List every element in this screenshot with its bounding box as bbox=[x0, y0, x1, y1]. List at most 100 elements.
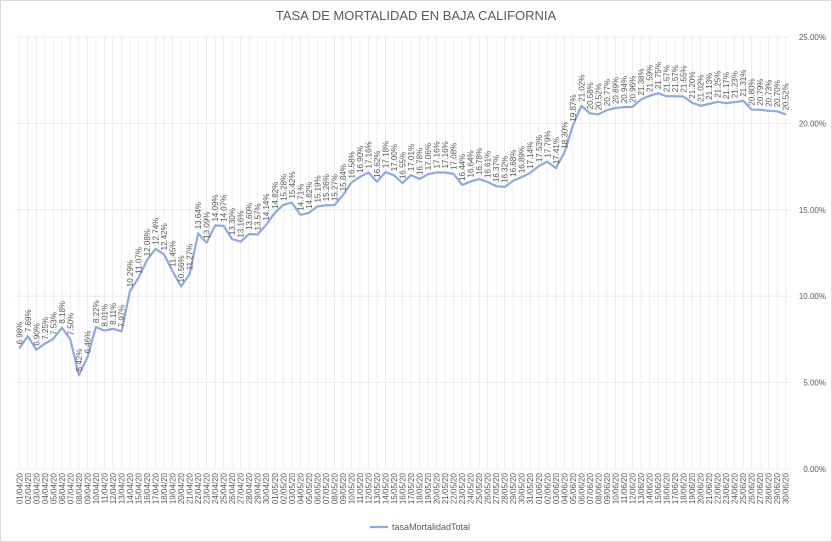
x-tick-label: 08/06/20 bbox=[594, 472, 603, 504]
data-label: 7.97% bbox=[117, 305, 126, 328]
data-label: 20.52% bbox=[594, 83, 603, 110]
x-tick-label: 08/05/20 bbox=[330, 472, 339, 504]
data-label: 6.46% bbox=[83, 331, 92, 354]
data-label: 17.14% bbox=[526, 142, 535, 169]
data-label: 7.53% bbox=[49, 312, 58, 335]
x-tick-label: 28/05/20 bbox=[501, 472, 510, 504]
data-label: 10.56% bbox=[177, 255, 186, 282]
x-tick-label: 01/04/20 bbox=[15, 472, 24, 504]
data-line bbox=[18, 92, 787, 377]
data-label: 20.94% bbox=[620, 76, 629, 103]
x-tick-label: 02/05/20 bbox=[279, 472, 288, 504]
data-label: 13.16% bbox=[237, 210, 246, 237]
data-label: 16.64% bbox=[467, 150, 476, 177]
x-tick-label: 18/06/20 bbox=[680, 472, 689, 504]
data-label: 12.08% bbox=[143, 229, 152, 256]
data-label: 16.58% bbox=[347, 151, 356, 178]
x-tick-label: 31/05/20 bbox=[526, 472, 535, 504]
x-tick-label: 26/04/20 bbox=[228, 472, 237, 504]
y-tick-label: 0.00% bbox=[803, 465, 826, 474]
data-label: 21.23% bbox=[731, 71, 740, 98]
data-label: 16.55% bbox=[399, 152, 408, 179]
x-tick-label: 22/04/20 bbox=[194, 472, 203, 504]
data-label: 21.75% bbox=[654, 62, 663, 89]
data-label: 20.79% bbox=[756, 79, 765, 106]
data-label: 11.07% bbox=[134, 247, 143, 274]
x-tick-label: 24/05/20 bbox=[467, 472, 476, 504]
data-label: 8.22% bbox=[92, 300, 101, 323]
data-label: 20.96% bbox=[628, 76, 637, 103]
data-label: 21.25% bbox=[714, 71, 723, 98]
data-label: 16.62% bbox=[373, 151, 382, 178]
x-tick-label: 19/04/20 bbox=[169, 472, 178, 504]
x-tick-label: 05/06/20 bbox=[569, 472, 578, 504]
x-tick-label: 18/05/20 bbox=[416, 472, 425, 504]
data-label: 16.90% bbox=[356, 146, 365, 173]
x-tick-label: 28/04/20 bbox=[245, 472, 254, 504]
x-tick-label: 12/04/20 bbox=[109, 472, 118, 504]
data-label: 21.17% bbox=[722, 72, 731, 99]
data-label: 21.20% bbox=[688, 72, 697, 99]
data-label: 7.25% bbox=[41, 317, 50, 340]
x-tick-label: 02/04/20 bbox=[24, 472, 33, 504]
x-tick-label: 06/05/20 bbox=[313, 472, 322, 504]
data-label: 20.77% bbox=[603, 79, 612, 106]
x-tick-label: 26/05/20 bbox=[484, 472, 493, 504]
x-tick-label: 09/04/20 bbox=[83, 472, 92, 504]
x-tick-label: 19/05/20 bbox=[424, 472, 433, 504]
x-tick-label: 29/04/20 bbox=[254, 472, 263, 504]
data-label: 16.78% bbox=[416, 148, 425, 175]
x-tick-label: 30/06/20 bbox=[782, 472, 791, 504]
x-tick-label: 01/05/20 bbox=[271, 472, 280, 504]
x-tick-label: 21/05/20 bbox=[441, 472, 450, 504]
y-tick-label: 20.00% bbox=[799, 119, 826, 128]
x-tick-label: 13/06/20 bbox=[637, 472, 646, 504]
x-tick-label: 12/05/20 bbox=[364, 472, 373, 504]
data-label: 17.06% bbox=[424, 143, 433, 170]
data-label: 17.00% bbox=[390, 144, 399, 171]
legend-label: tasaMortalidadTotal bbox=[392, 522, 470, 532]
x-tick-label: 05/04/20 bbox=[49, 472, 58, 504]
data-label: 10.29% bbox=[126, 260, 135, 287]
x-tick-label: 23/04/20 bbox=[203, 472, 212, 504]
x-tick-label: 20/04/20 bbox=[177, 472, 186, 504]
data-label: 17.79% bbox=[543, 130, 552, 157]
x-tick-label: 07/04/20 bbox=[66, 472, 75, 504]
data-label: 17.41% bbox=[552, 137, 561, 164]
x-tick-label: 04/04/20 bbox=[41, 472, 50, 504]
x-tick-label: 29/06/20 bbox=[773, 472, 782, 504]
x-tick-label: 06/06/20 bbox=[577, 472, 586, 504]
x-tick-label: 27/05/20 bbox=[492, 472, 501, 504]
x-tick-label: 12/06/20 bbox=[628, 472, 637, 504]
x-tick-label: 20/06/20 bbox=[697, 472, 706, 504]
x-tick-label: 30/04/20 bbox=[262, 472, 271, 504]
x-tick-label: 04/05/20 bbox=[296, 472, 305, 504]
data-label: 15.84% bbox=[339, 164, 348, 191]
data-label: 6.98% bbox=[15, 322, 24, 345]
x-tick-label: 11/05/20 bbox=[356, 472, 365, 503]
x-tick-label: 22/06/20 bbox=[714, 472, 723, 504]
data-label: 11.27% bbox=[186, 244, 195, 271]
x-tick-label: 06/04/20 bbox=[58, 472, 67, 504]
data-label: 13.64% bbox=[194, 202, 203, 229]
x-tick-label: 02/06/20 bbox=[543, 472, 552, 504]
x-tick-label: 03/06/20 bbox=[552, 472, 561, 504]
x-tick-label: 28/06/20 bbox=[765, 472, 774, 504]
data-label: 14.14% bbox=[262, 194, 271, 221]
x-tick-label: 14/05/20 bbox=[381, 472, 390, 504]
data-label: 19.87% bbox=[569, 95, 578, 122]
data-label: 13.57% bbox=[254, 203, 263, 230]
data-label: 20.89% bbox=[611, 77, 620, 104]
x-tick-label: 10/05/20 bbox=[347, 472, 356, 504]
data-label: 20.73% bbox=[765, 80, 774, 107]
x-tick-label: 14/06/20 bbox=[645, 472, 654, 504]
x-tick-label: 24/06/20 bbox=[731, 472, 740, 504]
y-tick-label: 5.00% bbox=[803, 379, 826, 388]
x-tick-label: 16/05/20 bbox=[399, 472, 408, 504]
x-tick-label: 25/05/20 bbox=[475, 472, 484, 504]
data-label: 17.18% bbox=[381, 141, 390, 168]
data-label: 20.80% bbox=[748, 78, 757, 105]
x-tick-label: 07/06/20 bbox=[586, 472, 595, 504]
data-label: 21.31% bbox=[739, 70, 748, 97]
